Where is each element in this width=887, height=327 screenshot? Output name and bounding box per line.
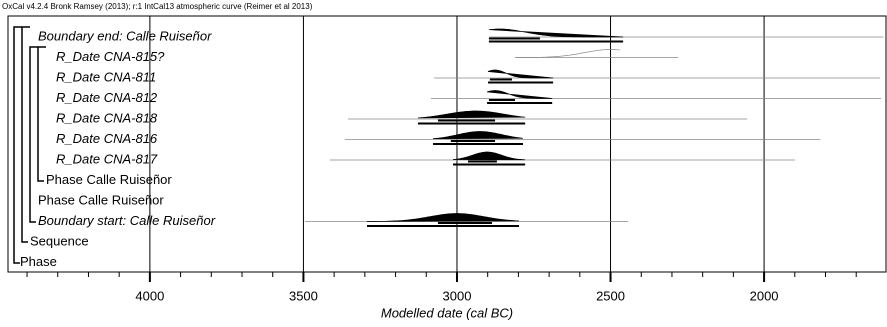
posterior	[488, 28, 624, 38]
row-label: Phase	[20, 254, 57, 269]
bracket-phase-outer	[29, 46, 38, 223]
row-label: Boundary end: Calle Ruiseñor	[38, 28, 212, 43]
row-label: R_Date CNA-817	[56, 151, 158, 166]
row-label: Boundary start: Calle Ruiseñor	[38, 213, 216, 228]
row-label: R_Date CNA-818	[56, 110, 158, 125]
posterior	[432, 131, 524, 140]
bracket-sequence	[21, 26, 30, 243]
row-label: Sequence	[30, 233, 89, 248]
plot-frame	[7, 15, 887, 273]
brackets	[13, 26, 46, 264]
posterior	[366, 213, 520, 222]
posterior	[487, 69, 554, 79]
posterior	[486, 90, 553, 99]
row-label: Phase Calle Ruiseñor	[46, 172, 172, 187]
row-label: R_Date CNA-812	[56, 90, 158, 105]
x-tick-label: 4000	[135, 288, 164, 303]
x-tick-label: 2500	[596, 288, 625, 303]
row-label: R_Date CNA-811	[56, 69, 156, 84]
likelihood	[515, 49, 621, 58]
row-label: R_Date CNA-816	[56, 131, 158, 146]
posterior	[417, 110, 526, 119]
row-label: Phase Calle Ruiseñor	[38, 192, 164, 207]
header: OxCal v4.2.4 Bronk Ramsey (2013); r:1 In…	[2, 2, 313, 11]
x-tick-label: 3000	[443, 288, 472, 303]
x-tick-label: 3500	[289, 288, 318, 303]
row-label: R_Date CNA-815?	[56, 49, 165, 64]
bracket-phase	[13, 26, 22, 264]
bracket-phase-inner	[37, 46, 46, 182]
x-tick-label: 2000	[750, 288, 779, 303]
x-axis-label: Modelled date (cal BC)	[381, 305, 513, 320]
posterior	[452, 151, 526, 161]
